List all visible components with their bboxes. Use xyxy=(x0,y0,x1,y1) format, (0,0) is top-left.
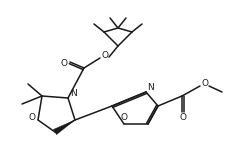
Polygon shape xyxy=(53,120,75,135)
Text: O: O xyxy=(121,113,127,122)
Text: N: N xyxy=(147,82,153,91)
Text: O: O xyxy=(28,113,36,122)
Text: O: O xyxy=(101,52,109,61)
Text: O: O xyxy=(61,58,68,67)
Text: O: O xyxy=(201,79,208,88)
Text: N: N xyxy=(70,89,76,98)
Text: O: O xyxy=(180,112,186,122)
